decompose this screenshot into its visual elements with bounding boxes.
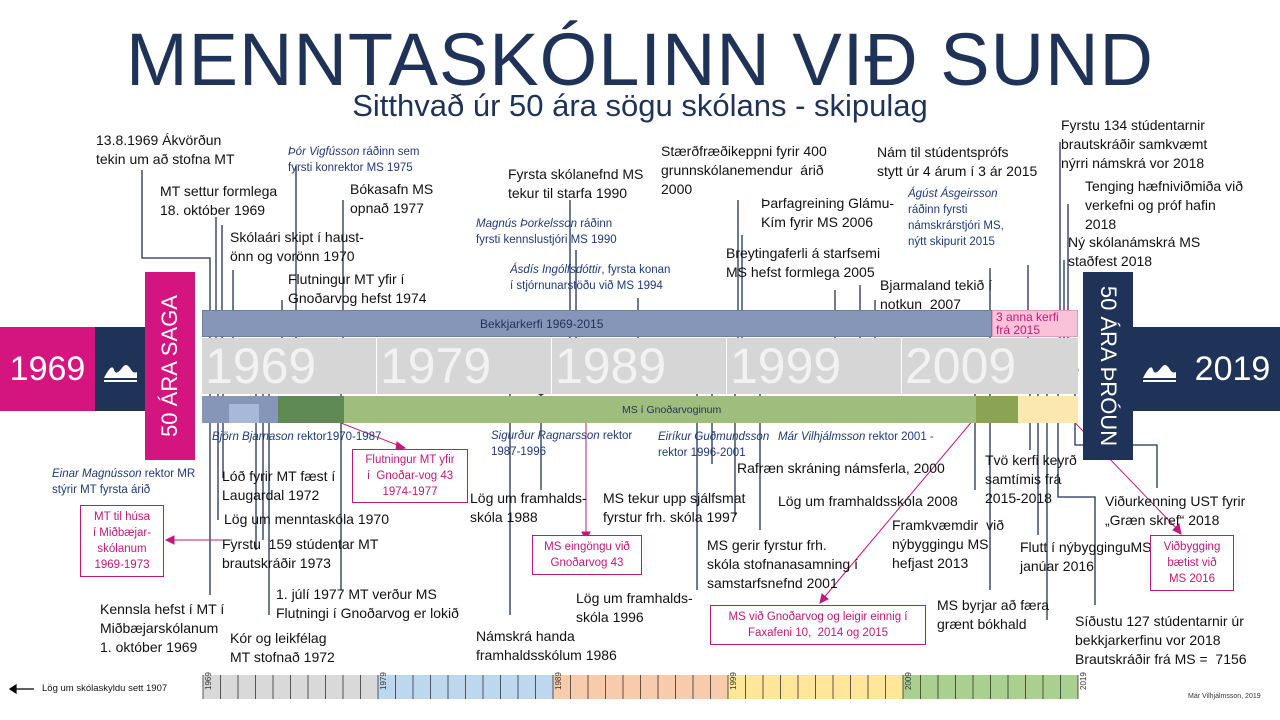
person-5: Björn Bjarnason rektor1970-1987	[212, 431, 382, 443]
event-14: Ný skólanámskrá MS staðfest 2018	[1068, 234, 1201, 269]
decade-divider	[901, 338, 902, 394]
event-18: 1. júlí 1977 MT verður MS Flutningi í Gn…	[276, 586, 459, 621]
event-2: MT settur formlega 18. október 1969	[160, 183, 278, 218]
event-6: Fyrsta skólanefnd MS tekur til starfa 19…	[508, 166, 644, 201]
decade-divider	[551, 338, 552, 394]
swan-logo-icon	[104, 365, 137, 382]
event-19: Kennsla hefst í MT í Miðbæjarskólanum 1.…	[100, 601, 225, 655]
decade-year-1989: 1989	[555, 338, 667, 394]
event-32: MS byrjar að færa grænt bókhald	[937, 597, 1050, 632]
right-banner: 50 ÁRA ÞRÓUN	[1083, 272, 1133, 460]
new-building-band	[1018, 396, 1078, 423]
tick-1979: 1979	[379, 672, 388, 690]
callout-vidbygging: Viðbygging bætist við MS 2016	[1150, 535, 1234, 591]
left-year: 1969	[9, 349, 86, 388]
person-6: Einar Magnússon rektor MR stýrir MT fyrs…	[52, 468, 196, 496]
event-10: Nám til stúdentsprófs stytt úr 4 árum í …	[877, 144, 1038, 179]
person-8: Eiríkur Guðmundsson rektor 1996-2001	[658, 431, 770, 459]
bekkjarkerfi-label: Bekkjarkerfi 1969-2015	[480, 317, 604, 331]
left-logo-box	[95, 327, 145, 411]
person-9: Már Vilhjálmsson rektor 2001 -	[778, 431, 934, 443]
event-25: Tvö kerfi keyrð samtímis frá 2015-2018	[985, 452, 1077, 506]
event-15: Lóð fyrir MT fæst í Laugardal 1972	[222, 468, 336, 503]
callout-faxafen: MS við Gnoðarvog og leigir einnig í Faxa…	[710, 605, 926, 645]
decade-year-1969: 1969	[205, 338, 317, 394]
event-24: Lög um framhaldsskóla 2008	[778, 493, 958, 509]
page-title: MENNTASKÓLINN VIÐ SUND	[126, 18, 1154, 101]
callout-gnodarvogur: MS eingöngu við Gnoðarvog 43	[532, 535, 642, 575]
event-4: Flutningur MT yfir í Gnoðarvog hefst 197…	[288, 271, 427, 306]
event-22: MS tekur upp sjálfsmat fyrstur frh. skól…	[603, 490, 746, 525]
event-33: Síðustu 127 stúdentarnir úr bekkjarkerfi…	[1075, 613, 1247, 667]
event-7: Stærðfræðikeppni fyrir 400 grunnskólanem…	[661, 143, 827, 197]
tick-1999: 1999	[729, 672, 738, 690]
decade-divider	[376, 338, 377, 394]
event-21: Lög um framhalds- skóla 1988	[470, 490, 587, 525]
bekkjarkerfi-band	[202, 310, 992, 337]
right-year-box: 2019	[1185, 327, 1280, 411]
page-subtitle: Sitthvað úr 50 ára sögu skólans - skipul…	[352, 88, 928, 123]
right-year: 2019	[1194, 349, 1271, 388]
decade-year-1979: 1979	[380, 338, 492, 394]
tick-2009: 2009	[904, 672, 913, 690]
event-16: Lög um menntaskóla 1970	[224, 511, 389, 527]
event-17: Fyrstu 159 stúdentar MT brautskráðir 197…	[222, 536, 379, 571]
transition-band	[278, 396, 344, 423]
event-28: Framkvæmdir við nýbyggingu MS hefjast 20…	[892, 517, 1005, 571]
timeline-bar	[202, 338, 1078, 394]
event-8: Þarfagreining Glámu- Kím fyrir MS 2006	[761, 195, 895, 230]
faxafen-band	[976, 396, 1018, 423]
event-23: Rafræn skráning námsferla, 2000	[737, 460, 945, 476]
callout-flutningur: Flutningur MT yfir í Gnoðar-vog 43 1974-…	[352, 449, 468, 503]
footer-author: Már Vilhjálmsson, 2019	[1188, 693, 1261, 700]
event-27: MS gerir fyrstur frh. skóla stofnanasamn…	[707, 537, 858, 591]
decade-year-2009: 2009	[905, 338, 1017, 394]
right-logo-box	[1133, 327, 1185, 411]
tick-1989: 1989	[554, 672, 563, 690]
left-year-box: 1969	[0, 327, 95, 411]
person-2: Magnús Þorkelsson ráðinn fyrsti kennslus…	[476, 218, 617, 246]
event-9: Breytingaferli á starfsemi MS hefst form…	[726, 245, 881, 280]
decade-divider	[726, 338, 727, 394]
three-year-band	[992, 310, 1078, 337]
event-5: Bókasafn MS opnað 1977	[350, 181, 434, 216]
event-20: Kór og leikfélag MT stofnað 1972	[230, 630, 335, 665]
midbaejar-sub	[229, 404, 259, 423]
event-1: 13.8.1969 Ákvörðun tekin um að stofna MT	[96, 132, 235, 167]
event-31: Námskrá handa framhaldsskólum 1986	[476, 628, 617, 663]
event-26: Viðurkenning UST fyrir „Græn skref“ 2018	[1105, 493, 1246, 528]
footer-law: Lög um skólaskyldu sett 1907	[42, 683, 168, 694]
tick-1969: 1969	[204, 672, 213, 690]
person-4: Ágúst Ásgeirsson ráðinn fyrsti námskrárs…	[908, 188, 1004, 248]
event-3: Skólaári skipt í haust- önn og vorönn 19…	[230, 229, 364, 264]
gnodarvogur-label: MS í Gnoðarvoginum	[622, 404, 722, 416]
swan-logo-icon	[1143, 365, 1176, 382]
person-3: Ásdís Ingólfsdóttir, fyrsta konan í stjó…	[510, 264, 671, 292]
three-year-label: 3 anna kerfi frá 2015	[996, 310, 1059, 337]
decade-year-1999: 1999	[730, 338, 842, 394]
event-11: Bjarmaland tekið í notkun 2007	[880, 277, 993, 312]
gnodarvogur-band	[344, 396, 976, 423]
tick-2019: 2019	[1079, 672, 1088, 690]
event-13: Tenging hæfniviðmiða við verkefni og pró…	[1085, 178, 1243, 232]
person-7: Sigurður Ragnarsson rektor 1987-1996	[491, 430, 633, 458]
event-29: Flutt í nýbygginguMS janúar 2016	[1020, 539, 1152, 574]
left-banner: 50 ÁRA SAGA	[145, 272, 195, 460]
event-12: Fyrstu 134 stúdentarnir brautskráðir sam…	[1061, 117, 1208, 171]
person-1: Þór Vigfússon ráðinn sem fyrsti konrekto…	[288, 146, 420, 174]
event-30: Lög um framhalds- skóla 1996	[576, 590, 693, 625]
callout-midbaejarskolinn: MT til húsa í Miðbæjar- skólanum 1969-19…	[80, 505, 164, 577]
